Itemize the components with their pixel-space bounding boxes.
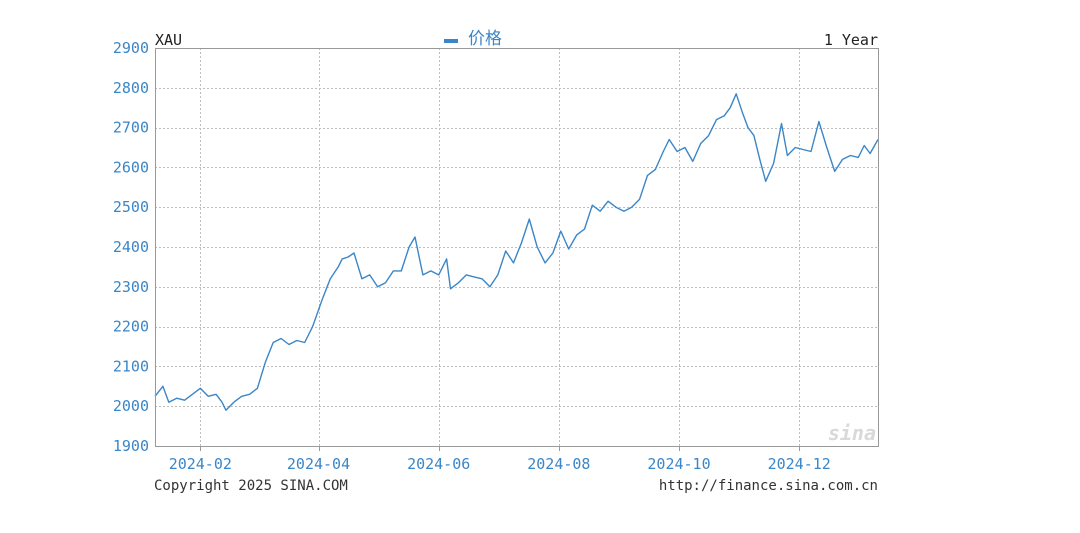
symbol-label: XAU bbox=[155, 31, 182, 49]
grid bbox=[155, 48, 878, 451]
sina-watermark: sina bbox=[828, 421, 876, 445]
x-tick-label: 2024-04 bbox=[287, 455, 350, 473]
y-tick-label: 2500 bbox=[113, 198, 149, 216]
y-tick-label: 2200 bbox=[113, 318, 149, 336]
y-tick-label: 1900 bbox=[113, 437, 149, 455]
y-tick-label: 2100 bbox=[113, 357, 149, 375]
x-tick-label: 2024-06 bbox=[407, 455, 470, 473]
x-tick-label: 2024-02 bbox=[169, 455, 232, 473]
x-tick-label: 2024-08 bbox=[527, 455, 590, 473]
price-series-line bbox=[154, 93, 879, 411]
legend-label: 价格 bbox=[468, 29, 502, 49]
y-tick-label: 2900 bbox=[113, 39, 149, 57]
legend-swatch bbox=[444, 39, 458, 43]
y-axis-ticks: 1900 2000 2100 2200 2300 2400 2500 2600 2700 2800… bbox=[113, 39, 149, 455]
y-tick-label: 2000 bbox=[113, 397, 149, 415]
source-url: http://finance.sina.com.cn bbox=[659, 478, 878, 494]
y-tick-label: 2800 bbox=[113, 79, 149, 97]
x-tick-label: 2024-10 bbox=[647, 455, 710, 473]
plot-border bbox=[155, 48, 879, 447]
y-tick-label: 2300 bbox=[113, 278, 149, 296]
x-axis-ticks: 2024-02 2024-04 2024-06 2024-08 2024-10 2024-… bbox=[169, 455, 831, 473]
period-label: 1 Year bbox=[824, 31, 878, 49]
copyright-text: Copyright 2025 SINA.COM bbox=[154, 478, 348, 494]
x-tick-label: 2024-12 bbox=[768, 455, 831, 473]
y-tick-label: 2400 bbox=[113, 238, 149, 256]
y-tick-label: 2600 bbox=[113, 158, 149, 176]
y-tick-label: 2700 bbox=[113, 119, 149, 137]
